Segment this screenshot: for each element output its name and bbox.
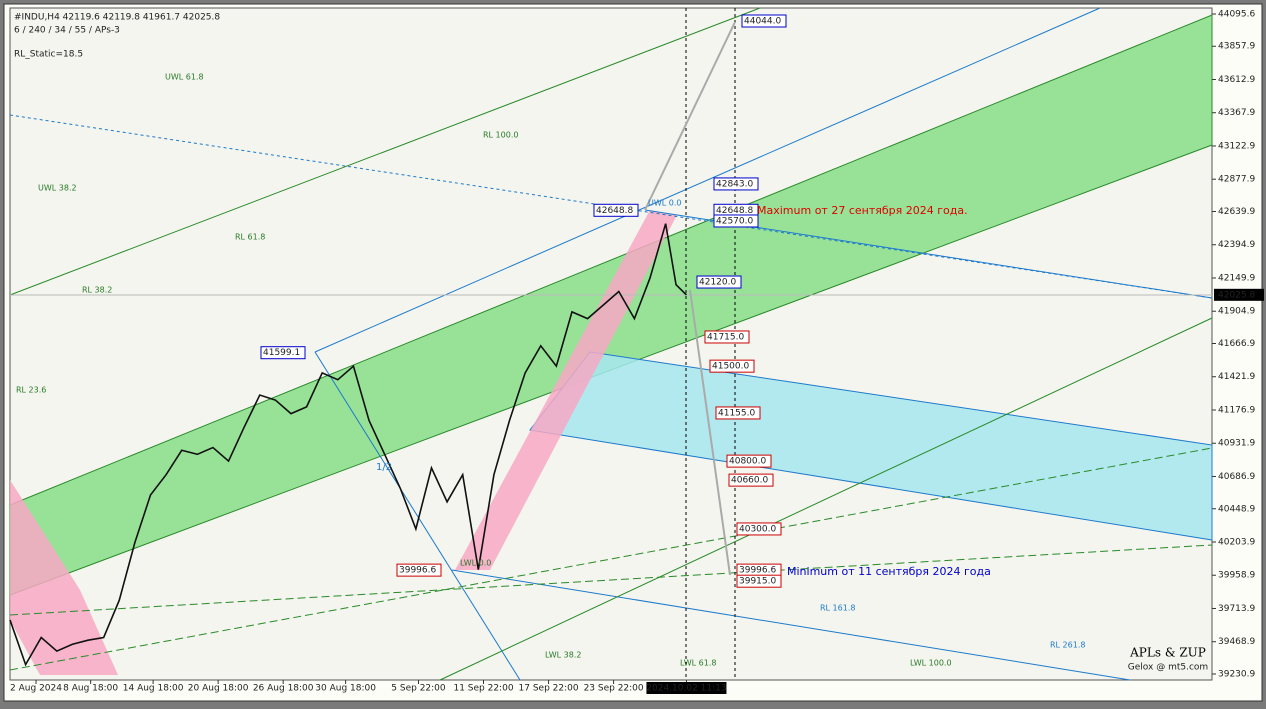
- y-tick-label: 42394.9: [1218, 240, 1255, 250]
- fork-line: [314, 351, 521, 681]
- annotation: LWL 38.2: [545, 651, 581, 660]
- annotation: RL 23.6: [16, 386, 46, 395]
- y-tick-label: 40686.9: [1218, 472, 1255, 482]
- x-tick-label: 26 Aug 18:00: [253, 684, 314, 694]
- level-box: [713, 177, 759, 191]
- y-tick-label: 42877.9: [1218, 175, 1255, 185]
- annotation: UWL 38.2: [38, 184, 77, 193]
- level-label: 42570.0: [716, 216, 753, 226]
- annotation: Maximum от 27 сентября 2024 года.: [757, 204, 968, 217]
- fork-line: [451, 569, 1131, 681]
- level-label: 40660.0: [731, 476, 768, 486]
- y-tick-label: 41904.9: [1218, 307, 1255, 317]
- level-box: [704, 330, 750, 344]
- level-box: [709, 359, 755, 373]
- annotation: RL 100.0: [483, 131, 518, 140]
- x-tick-label: 5 Sep 22:00: [391, 684, 446, 694]
- fork-line: [9, 7, 761, 296]
- x-tick-label: 30 Aug 18:00: [315, 684, 376, 694]
- y-tick-label: 41421.9: [1218, 372, 1255, 382]
- x-tick-label: 11 Sep 22:00: [453, 684, 513, 694]
- level-label: 41599.1: [263, 348, 300, 358]
- last-price-label: 42025.8: [1218, 290, 1255, 300]
- y-tick-label: 40203.9: [1218, 537, 1255, 547]
- y-tick-label: 41176.9: [1218, 405, 1255, 415]
- level-label: 42120.0: [699, 278, 736, 288]
- y-tick-label: 39713.9: [1218, 604, 1255, 614]
- annotation: UWL 0.0: [648, 199, 682, 208]
- y-tick-label: 39958.9: [1218, 571, 1255, 581]
- level-label: 41500.0: [712, 362, 749, 372]
- level-box: [728, 473, 774, 487]
- y-tick-label: 39230.9: [1218, 670, 1255, 680]
- level-label: 39996.6: [399, 566, 436, 576]
- level-label: 40800.0: [729, 457, 766, 467]
- annotation: LWL 61.8: [680, 659, 716, 668]
- annotation: LWL 0.0: [460, 559, 491, 568]
- level-label: 42648.8: [596, 206, 633, 216]
- level-box: [736, 522, 782, 536]
- level-box: [396, 563, 442, 577]
- level-label: 41715.0: [707, 332, 744, 342]
- indicator: RL_Static=18.5: [14, 50, 83, 60]
- level-label: 44044.0: [744, 16, 781, 26]
- level-label: 39915.0: [739, 577, 776, 587]
- price-line: [9, 223, 688, 667]
- zup-line: [689, 289, 731, 576]
- level-label: 42648.8: [716, 206, 753, 216]
- annotation: UWL 61.8: [165, 73, 204, 82]
- pink-channel-left: [10, 480, 118, 675]
- level-box: [736, 574, 782, 588]
- fork-line: [439, 317, 1213, 681]
- level-label: 41155.0: [718, 408, 755, 418]
- fork-line: [9, 544, 1213, 616]
- y-tick-label: 40931.9: [1218, 439, 1255, 449]
- level-label: 40300.0: [739, 524, 776, 534]
- x-tick-label: 17 Sep 22:00: [519, 684, 579, 694]
- level-box: [713, 214, 759, 228]
- annotation: 1/2: [376, 462, 392, 473]
- last-price-box: [1214, 288, 1264, 301]
- annotation: RL 61.8: [235, 233, 265, 242]
- annotation: Minimum от 11 сентября 2024 года: [787, 565, 991, 578]
- zup-line: [644, 21, 736, 211]
- y-tick-label: 43857.9: [1218, 42, 1255, 52]
- x-tick-label: 2024.10.02 11:13: [646, 684, 726, 694]
- x-tick-label: 23 Sep 22:00: [584, 684, 644, 694]
- y-tick-label: 39468.9: [1218, 637, 1255, 647]
- annotation: RL 261.8: [1050, 641, 1085, 650]
- level-label: 42843.0: [716, 179, 753, 189]
- level-box: [715, 406, 761, 420]
- y-tick-label: 40448.9: [1218, 504, 1255, 514]
- level-box: [593, 203, 639, 217]
- x-tick-label: 8 Aug 18:00: [63, 684, 118, 694]
- annotation: LWL 100.0: [910, 659, 952, 668]
- y-tick-label: 43367.9: [1218, 108, 1255, 118]
- x-tick-label: 20 Aug 18:00: [188, 684, 249, 694]
- signature: APLs & ZUP: [1129, 646, 1206, 660]
- annotation: RL 161.8: [820, 604, 855, 613]
- y-tick-label: 42149.9: [1218, 273, 1255, 283]
- level-box: [260, 346, 306, 360]
- x-tick-label: 14 Aug 18:00: [123, 684, 184, 694]
- pink-channel: [455, 210, 677, 570]
- level-box: [696, 275, 742, 289]
- annotation: RL 38.2: [82, 286, 112, 295]
- y-tick-label: 41666.9: [1218, 339, 1255, 349]
- y-tick-label: 42639.9: [1218, 207, 1255, 217]
- level-label: 39996.6: [739, 566, 776, 576]
- header: #INDU,H4 42119.6 42119.8 41961.7 42025.8: [14, 13, 220, 23]
- x-cursor-box: [646, 682, 727, 694]
- level-box: [741, 14, 787, 28]
- y-tick-label: 43122.9: [1218, 141, 1255, 151]
- signature: Gelox @ mt5.com: [1128, 663, 1208, 673]
- x-tick-label: 2 Aug 2024: [10, 684, 62, 694]
- y-tick-label: 44095.6: [1218, 9, 1255, 19]
- y-tick-label: 43612.9: [1218, 75, 1255, 85]
- level-box: [726, 454, 772, 468]
- subheader: 6 / 240 / 34 / 55 / APs-3: [14, 26, 120, 36]
